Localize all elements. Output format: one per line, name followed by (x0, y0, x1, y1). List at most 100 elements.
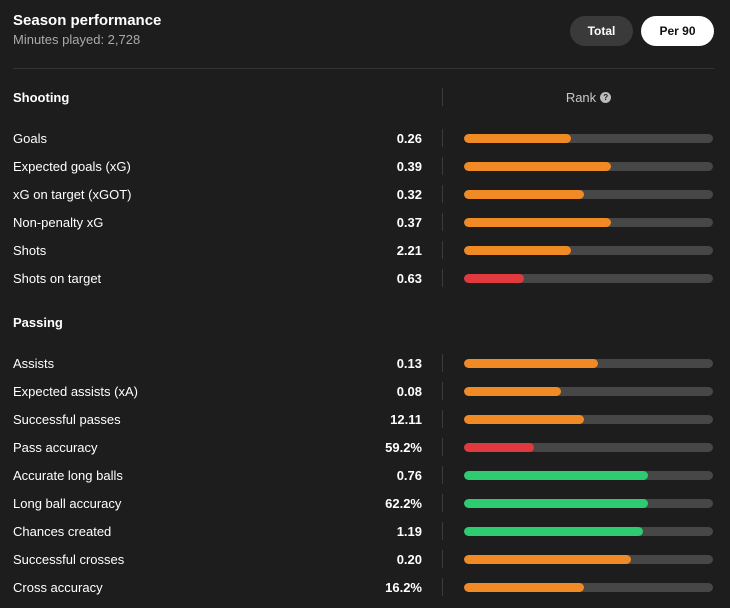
column-separator (442, 410, 443, 428)
stat-value: 0.20 (396, 552, 422, 567)
rank-bar-track (464, 274, 713, 283)
stat-value: 12.11 (390, 412, 422, 427)
question-circle-icon[interactable]: ? (600, 92, 612, 103)
stat-value: 0.13 (396, 356, 422, 371)
column-separator (442, 88, 443, 106)
rank-bar-track (464, 443, 713, 452)
stat-row: Cross accuracy 16.2% (0, 574, 730, 602)
rank-header: Rank ? (464, 90, 713, 105)
minutes-played: Minutes played: 2,728 (13, 32, 141, 47)
stat-row: Chances created 1.19 (0, 518, 730, 546)
rank-bar-fill (464, 583, 584, 592)
rank-bar-track (464, 246, 713, 255)
stat-value: 2.21 (396, 243, 422, 258)
rank-bar-track (464, 499, 713, 508)
stat-value: 0.39 (396, 159, 422, 174)
rank-bar-fill (464, 359, 599, 368)
rank-bar-fill (464, 190, 584, 199)
stat-value: 62.2% (385, 496, 422, 511)
column-separator (442, 354, 443, 372)
rank-bar-fill (464, 134, 572, 143)
stat-row: Expected assists (xA) 0.08 (0, 378, 730, 406)
rank-bar-track (464, 359, 713, 368)
stat-row: Assists 0.13 (0, 350, 730, 378)
stat-row: Long ball accuracy 62.2% (0, 490, 730, 518)
stat-value: 59.2% (385, 440, 422, 455)
per-90-button[interactable]: Per 90 (641, 16, 714, 46)
rank-bar-track (464, 555, 713, 564)
column-separator (442, 382, 443, 400)
rank-bar-track (464, 162, 713, 171)
page-title: Season performance (13, 12, 162, 29)
rank-bar-track (464, 387, 713, 396)
stat-label: Shots (13, 243, 47, 258)
section-title-shooting: Shooting (13, 90, 70, 105)
stat-row: Successful passes 12.11 (0, 406, 730, 434)
column-separator (442, 213, 443, 231)
section-title-passing: Passing (13, 315, 63, 330)
stat-value: 0.26 (396, 131, 422, 146)
column-separator (442, 550, 443, 568)
stat-label: Pass accuracy (13, 440, 98, 455)
header: Season performance Minutes played: 2,728 (13, 12, 161, 47)
stat-value: 16.2% (385, 580, 422, 595)
rank-bar-track (464, 134, 713, 143)
stat-value: 0.08 (396, 384, 422, 399)
rank-bar-fill (464, 246, 572, 255)
column-separator (442, 157, 443, 175)
stat-label: Chances created (13, 524, 112, 539)
stat-label: Shots on target (13, 271, 102, 286)
stat-value: 0.37 (396, 215, 422, 230)
stat-mode-toggle: Total Per 90 (570, 16, 714, 46)
divider (13, 68, 714, 69)
rank-bar-fill (464, 527, 644, 536)
rank-bar-track (464, 471, 713, 480)
stat-row: Shots on target 0.63 (0, 265, 730, 293)
stat-value: 0.32 (396, 187, 422, 202)
column-separator (442, 269, 443, 287)
stat-value: 1.19 (396, 524, 422, 539)
stat-label: Goals (13, 131, 47, 146)
rank-bar-fill (464, 274, 524, 283)
stat-label: Assists (13, 356, 55, 371)
stat-label: Cross accuracy (13, 580, 103, 595)
rank-label: Rank (565, 90, 597, 105)
total-button[interactable]: Total (570, 16, 633, 46)
stat-label: Expected goals (xG) (13, 159, 131, 174)
rank-bar-track (464, 583, 713, 592)
rank-bar-track (464, 218, 713, 227)
rank-bar-track (464, 190, 713, 199)
column-separator (442, 438, 443, 456)
rank-bar-fill (464, 443, 534, 452)
stat-row: Non-penalty xG 0.37 (0, 209, 730, 237)
stat-row: Accurate long balls 0.76 (0, 462, 730, 490)
rank-bar-track (464, 527, 713, 536)
column-separator (442, 129, 443, 147)
column-separator (442, 185, 443, 203)
rank-bar-fill (464, 162, 611, 171)
column-separator (442, 522, 443, 540)
stat-row: Expected goals (xG) 0.39 (0, 153, 730, 181)
stat-label: Non-penalty xG (13, 215, 104, 230)
stat-value: 0.76 (396, 468, 422, 483)
stat-value: 0.63 (396, 271, 422, 286)
stat-label: Expected assists (xA) (13, 384, 138, 399)
column-separator (442, 578, 443, 596)
stat-label: xG on target (xGOT) (13, 187, 132, 202)
stat-row: Successful crosses 0.20 (0, 546, 730, 574)
stat-row: Pass accuracy 59.2% (0, 434, 730, 462)
stat-label: Accurate long balls (13, 468, 123, 483)
stat-label: Long ball accuracy (13, 496, 122, 511)
rank-bar-fill (464, 218, 611, 227)
column-separator (442, 466, 443, 484)
rank-bar-track (464, 415, 713, 424)
rank-bar-fill (464, 415, 584, 424)
column-separator (442, 241, 443, 259)
stat-label: Successful crosses (13, 552, 125, 567)
stat-label: Successful passes (13, 412, 121, 427)
rank-bar-fill (464, 387, 562, 396)
rank-bar-fill (464, 555, 631, 564)
rank-bar-fill (464, 471, 649, 480)
rank-bar-fill (464, 499, 649, 508)
stat-row: Shots 2.21 (0, 237, 730, 265)
